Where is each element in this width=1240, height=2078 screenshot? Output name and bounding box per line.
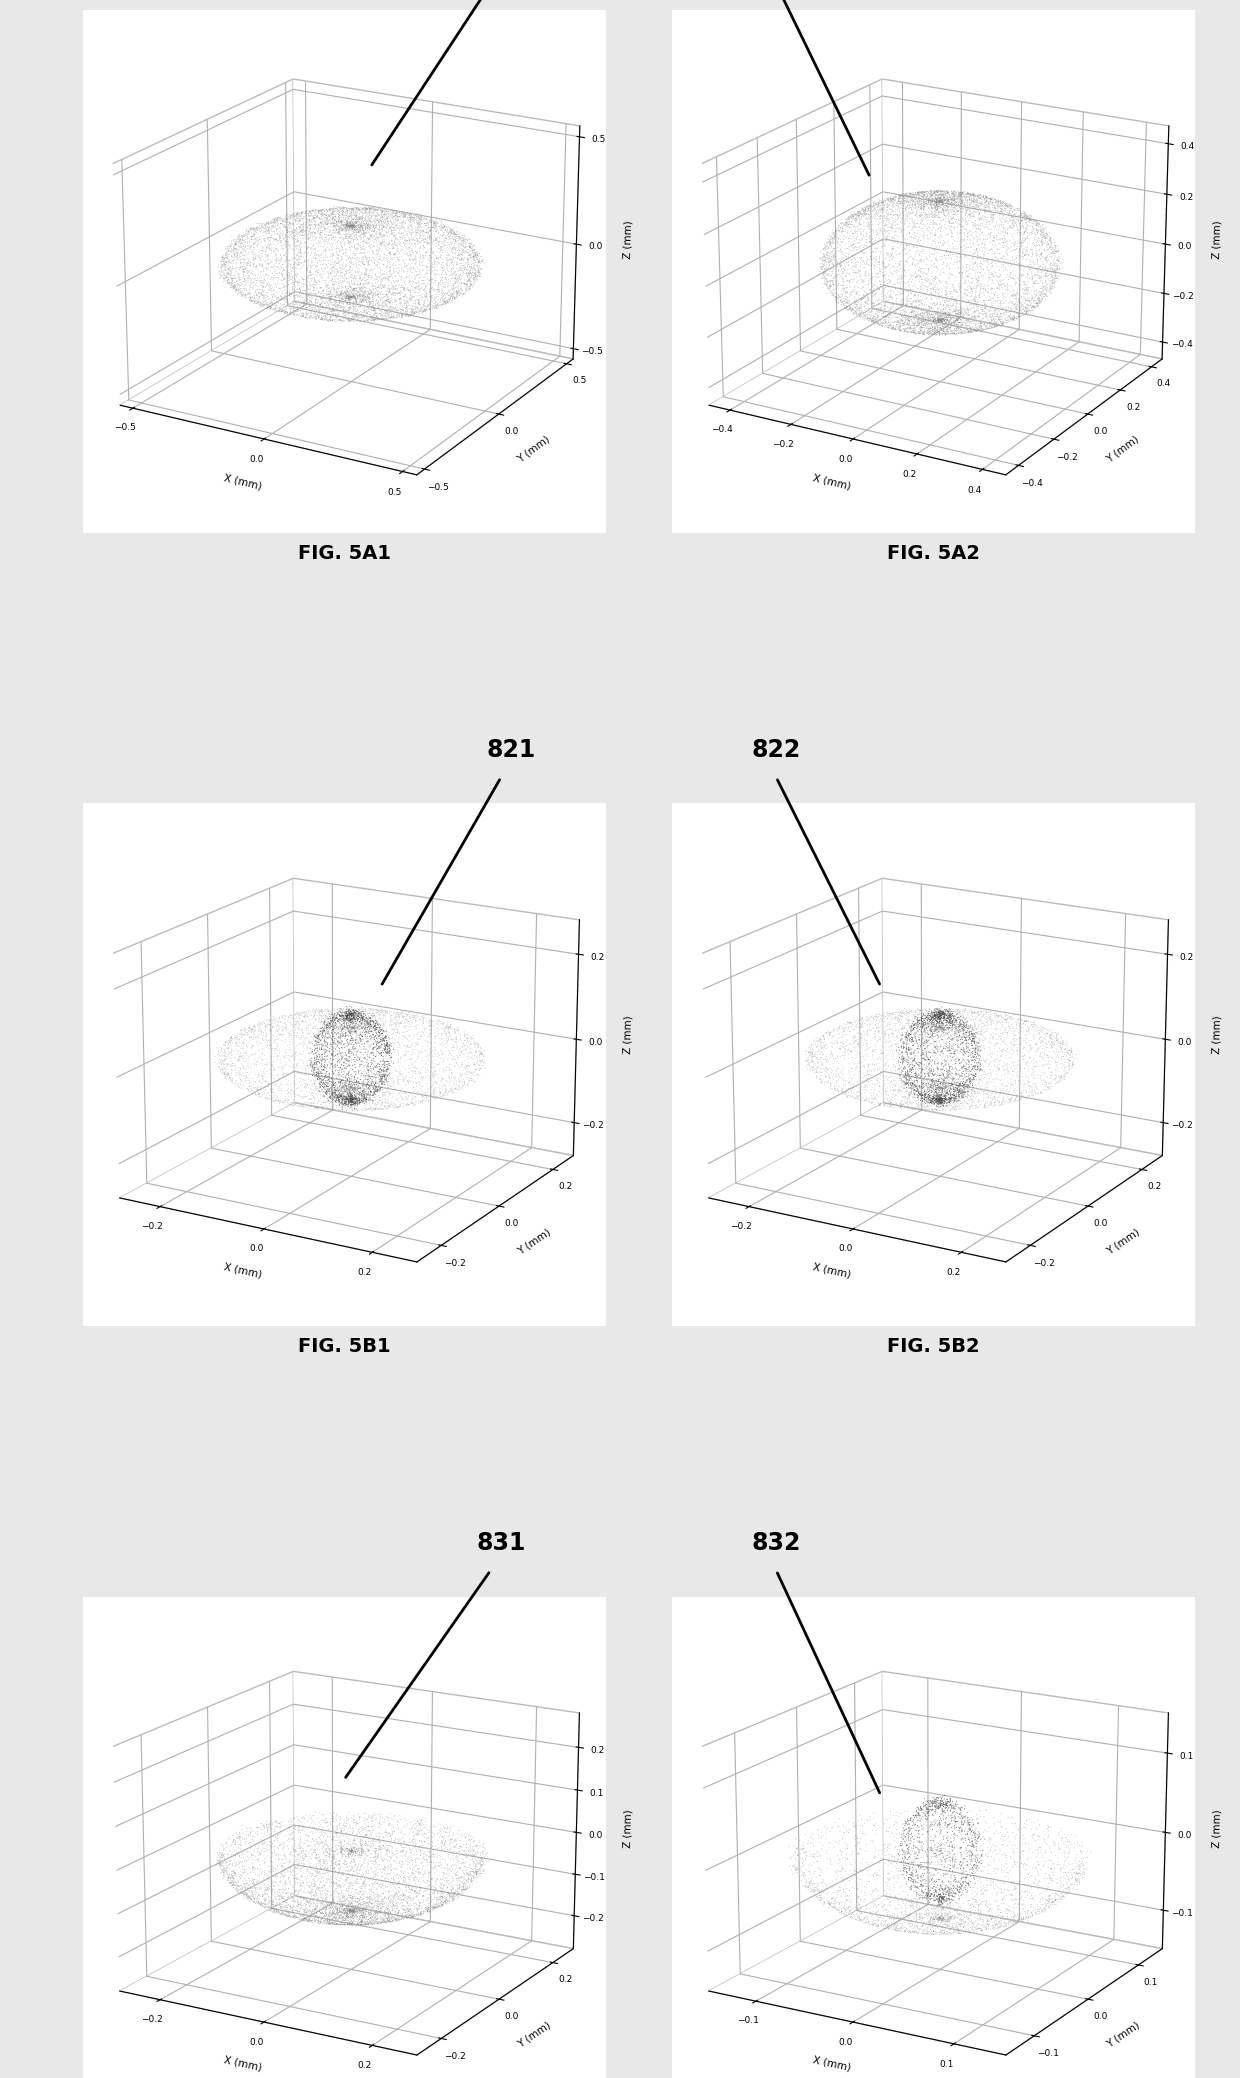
Y-axis label: Y (mm): Y (mm) <box>516 2020 553 2049</box>
X-axis label: X (mm): X (mm) <box>812 2055 852 2074</box>
Text: FIG. 5A1: FIG. 5A1 <box>298 544 391 563</box>
Y-axis label: Y (mm): Y (mm) <box>1105 1226 1142 1257</box>
X-axis label: X (mm): X (mm) <box>223 472 263 490</box>
Y-axis label: Y (mm): Y (mm) <box>516 434 552 465</box>
Text: 832: 832 <box>751 1531 801 1554</box>
Text: FIG. 5B1: FIG. 5B1 <box>298 1336 391 1355</box>
Text: 831: 831 <box>476 1531 526 1554</box>
X-axis label: X (mm): X (mm) <box>223 1261 263 1280</box>
X-axis label: X (mm): X (mm) <box>223 2055 263 2074</box>
X-axis label: X (mm): X (mm) <box>812 1261 852 1280</box>
Text: 822: 822 <box>751 738 801 763</box>
Text: FIG. 5A2: FIG. 5A2 <box>887 544 980 563</box>
X-axis label: X (mm): X (mm) <box>812 472 852 490</box>
Y-axis label: Y (mm): Y (mm) <box>1105 434 1141 465</box>
Text: 821: 821 <box>487 738 536 763</box>
Y-axis label: Y (mm): Y (mm) <box>1105 2020 1142 2049</box>
Text: FIG. 5B2: FIG. 5B2 <box>887 1336 980 1355</box>
Y-axis label: Y (mm): Y (mm) <box>516 1226 553 1257</box>
